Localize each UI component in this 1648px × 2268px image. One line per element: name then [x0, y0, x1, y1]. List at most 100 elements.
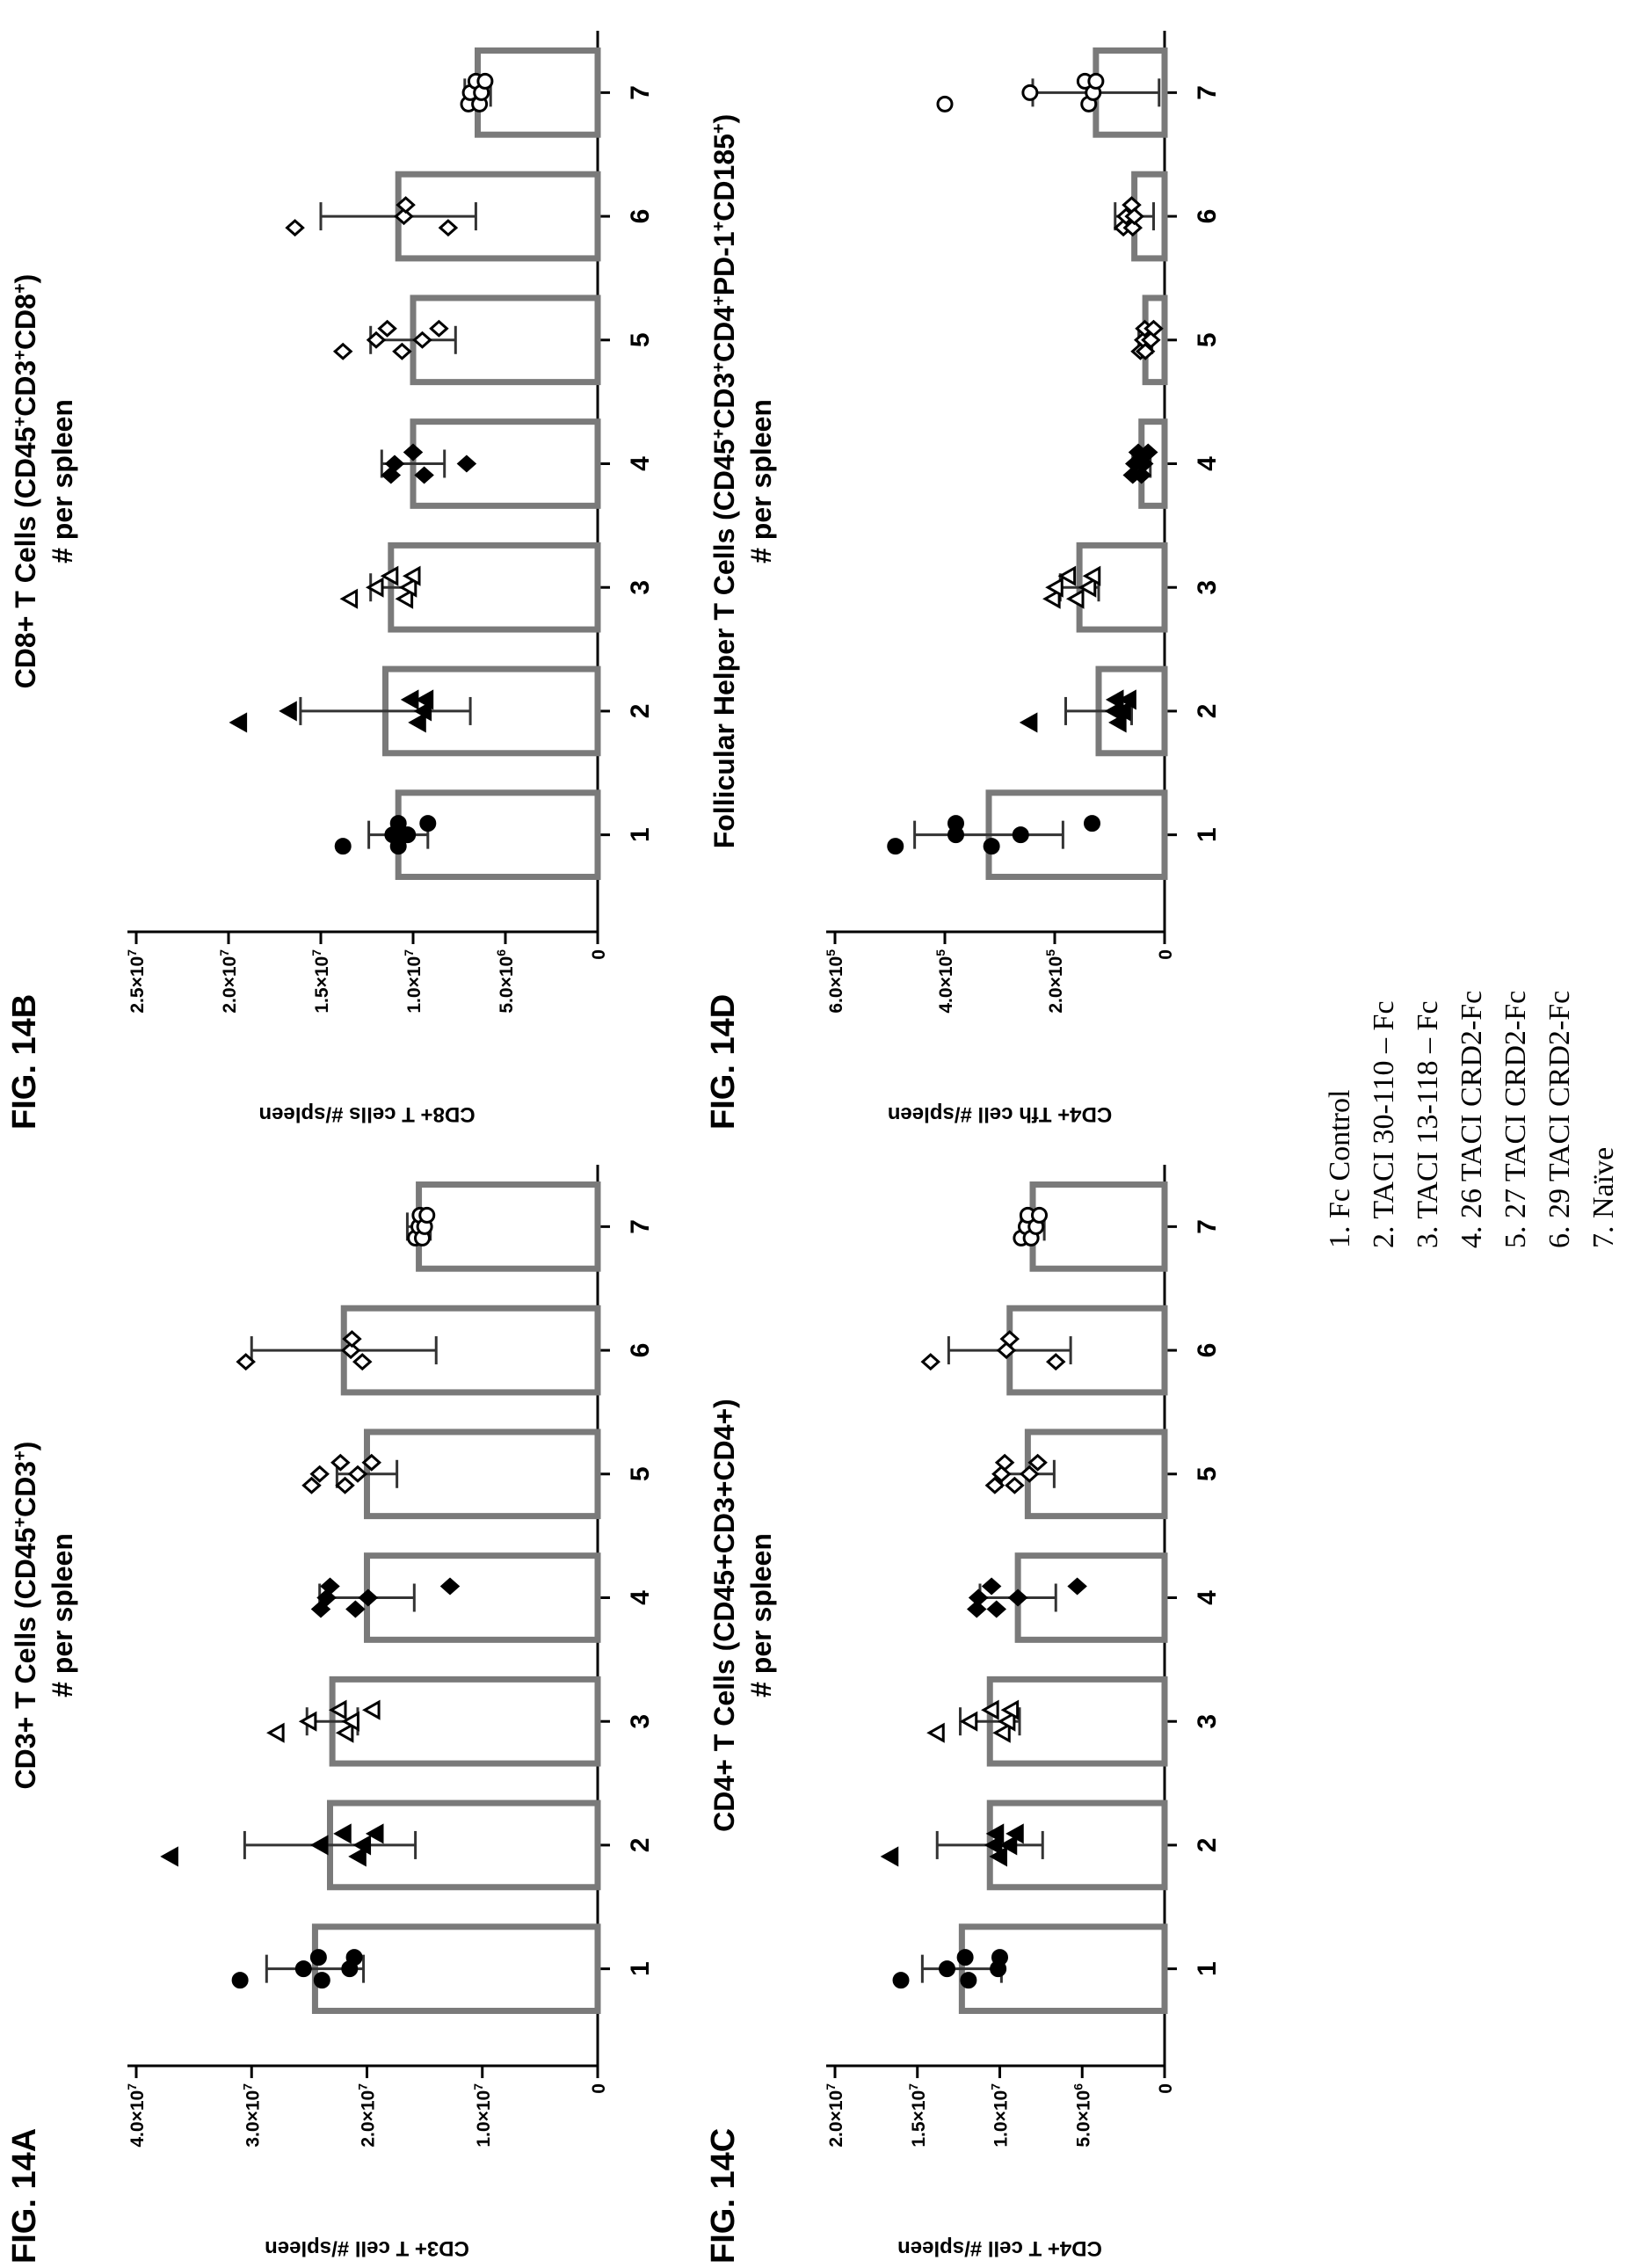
data-point [365, 1823, 384, 1844]
data-point [892, 1972, 910, 1989]
data-point [1045, 577, 1064, 598]
data-point [384, 454, 405, 473]
title-superscript: + [11, 1450, 30, 1461]
title-part: Follicular Helper T Cells (CD45 [708, 439, 740, 848]
tick-mantissa: 2.0×10 [359, 2090, 379, 2148]
bar [1029, 1181, 1168, 1272]
data-point [335, 1476, 355, 1494]
x-tick-label: 5 [1193, 332, 1222, 347]
data-point [348, 1846, 367, 1867]
data-point [1122, 196, 1142, 214]
title-superscript: + [709, 123, 729, 134]
data-point [347, 1465, 368, 1483]
data-point [298, 1711, 317, 1732]
data-point [345, 1600, 366, 1618]
data-point [328, 1699, 347, 1720]
x-tick-label: 7 [1193, 85, 1222, 100]
data-point [339, 588, 359, 609]
data-point [985, 1823, 1005, 1844]
data-point [285, 219, 305, 237]
bar [329, 1676, 601, 1767]
data-point [419, 815, 437, 832]
data-point [926, 1722, 945, 1743]
data-point [335, 1722, 354, 1743]
data-point [1027, 1453, 1048, 1472]
data-point [294, 1960, 312, 1978]
data-point [456, 454, 477, 473]
data-point [960, 1972, 977, 1989]
tick-exponent: 7 [906, 2083, 920, 2090]
y-tick-label: 6.0×105 [824, 949, 846, 1014]
chart-title: CD8+ T Cells (CD45+CD3+CD8+) [10, 274, 41, 689]
data-point [429, 319, 449, 338]
data-point [1143, 319, 1164, 338]
y-tick-label: 0 [1156, 2083, 1176, 2094]
data-point [415, 689, 434, 710]
tick-mantissa: 1.0×10 [991, 2090, 1012, 2148]
data-point [1057, 565, 1077, 586]
x-tick-label: 6 [1193, 1343, 1222, 1358]
title-part: CD3+ T Cells (CD45 [10, 1528, 41, 1790]
legend-item: 3. TACI 13-118 – Fc [1412, 1000, 1444, 1248]
data-point [983, 838, 1000, 855]
tick-mantissa: 2.0×10 [220, 956, 240, 1014]
data-point [1137, 443, 1158, 462]
data-point [365, 577, 384, 598]
bar [388, 542, 601, 633]
data-point [394, 207, 414, 226]
data-point [947, 815, 964, 832]
tick-mantissa: 2.0×10 [826, 2090, 846, 2148]
data-point [330, 1453, 351, 1472]
y-tick-label: 2.0×107 [217, 949, 240, 1014]
data-point [389, 815, 407, 832]
y-tick-label: 4.0×105 [933, 949, 956, 1014]
y-tick-label: 1.0×107 [989, 2083, 1012, 2148]
title-superscript: + [709, 295, 729, 306]
title-superscript: + [11, 350, 30, 360]
title-part: ) [10, 1442, 41, 1451]
legend-item: 4. 26 TACI CRD2-Fc [1456, 991, 1488, 1248]
x-tick-label: 1 [1193, 827, 1222, 842]
y-tick-label: 5.0×106 [1071, 2083, 1093, 2148]
data-point [986, 1600, 1007, 1618]
y-axis-label: CD4+ T cell #/spleen [897, 2236, 1102, 2260]
title-superscript: + [709, 222, 729, 232]
data-point [920, 1353, 941, 1371]
tick-exponent: 7 [402, 949, 416, 956]
legend-item: 2. TACI 30-110 – Fc [1368, 1000, 1400, 1248]
x-tick-label: 2 [1193, 1838, 1222, 1853]
tick-exponent: 7 [309, 949, 323, 956]
x-tick-label: 4 [1193, 1590, 1222, 1605]
tick-exponent: 7 [125, 2083, 139, 2090]
tick-exponent: 7 [240, 2083, 254, 2090]
data-point [342, 1330, 362, 1348]
tick-mantissa: 2.0×10 [1046, 956, 1066, 1014]
x-tick-label: 4 [626, 456, 655, 471]
y-axis-label: CD3+ T cell #/spleen [265, 2236, 469, 2260]
data-point [279, 701, 297, 722]
x-tick-label: 3 [1193, 580, 1222, 595]
tick-exponent: 6 [494, 949, 508, 956]
tick-mantissa: 5.0×10 [497, 956, 517, 1014]
x-tick-label: 3 [1193, 1714, 1222, 1729]
data-point [1007, 1588, 1028, 1607]
tick-exponent: 5 [1043, 949, 1057, 956]
data-point [412, 331, 432, 349]
tick-mantissa: 1.5×10 [909, 2090, 929, 2148]
data-point [392, 342, 412, 360]
data-point [476, 72, 494, 90]
tick-mantissa: 1.0×10 [404, 956, 425, 1014]
legend-item: 7. Naïve [1587, 1147, 1620, 1248]
data-point [266, 1722, 285, 1743]
title-part: PD-1 [708, 231, 740, 295]
tick-mantissa: 5.0×10 [1073, 2090, 1093, 2148]
y-axis-label: CD8+ T cells #/spleen [258, 1102, 475, 1126]
data-point [160, 1846, 178, 1867]
data-point [981, 1577, 1002, 1596]
tick-mantissa: 4.0×10 [936, 956, 956, 1014]
tick-exponent: 7 [217, 949, 231, 956]
data-point [1108, 712, 1127, 733]
